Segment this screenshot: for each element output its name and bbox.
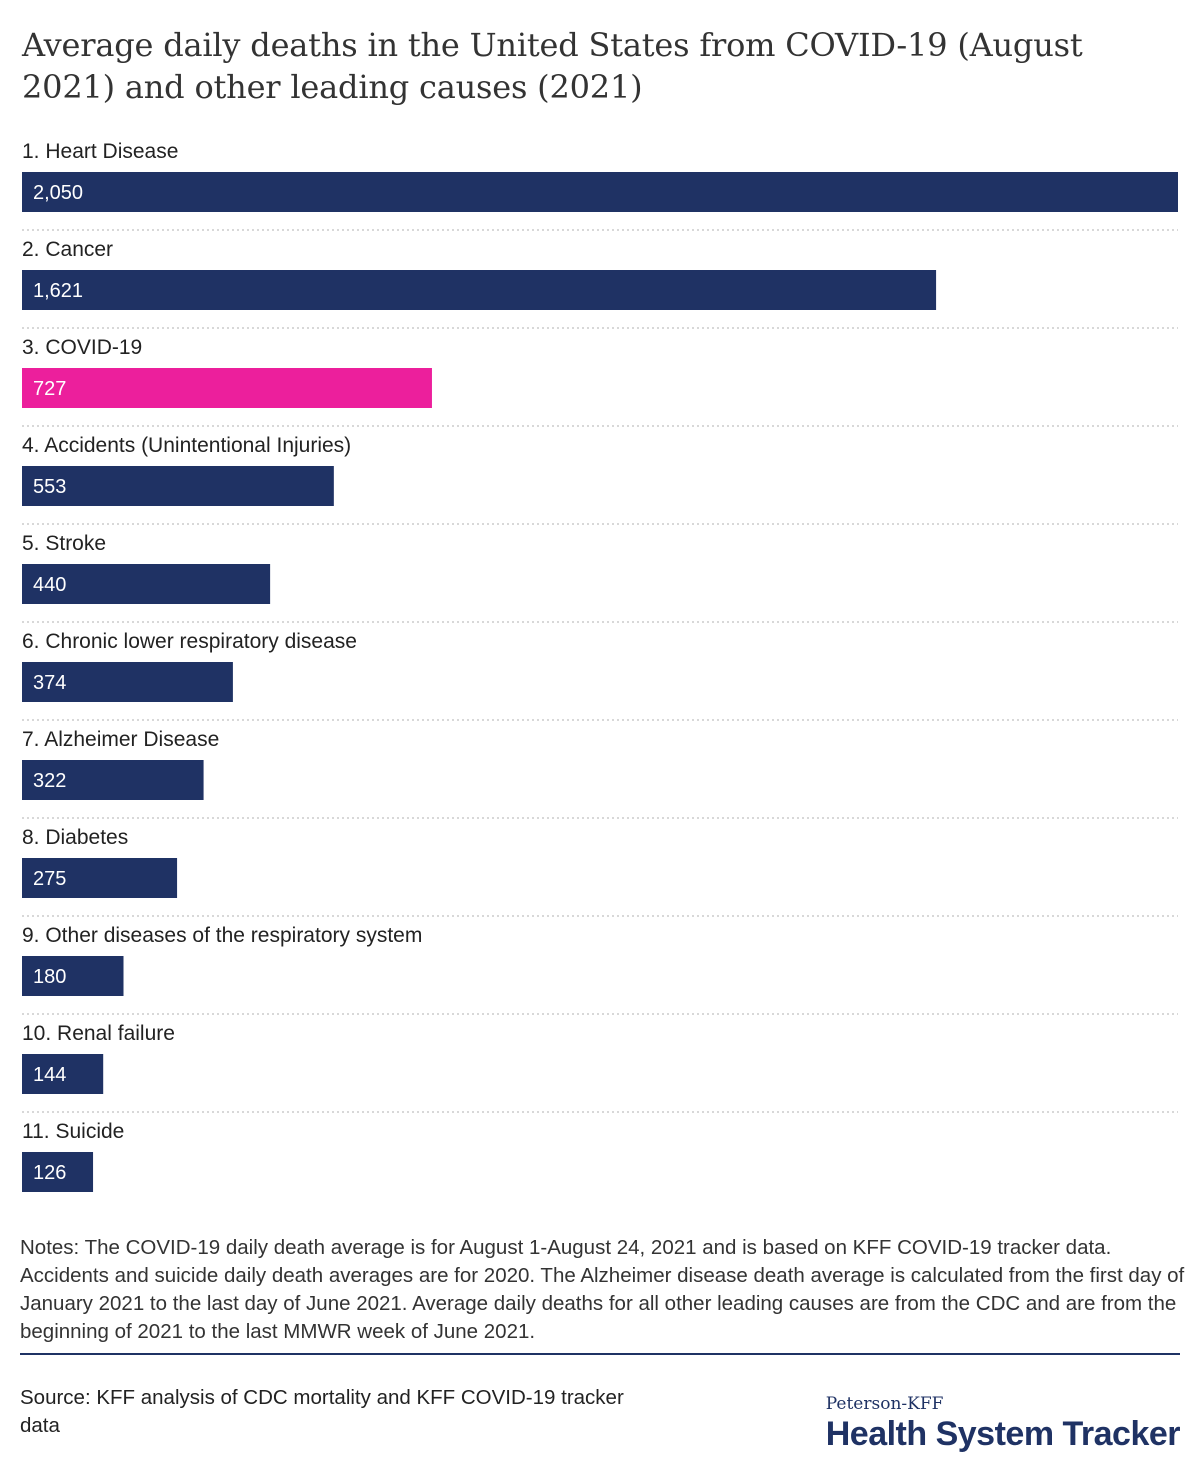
bar-chart: 1. Heart Disease 2,050 2. Cancer 1,621 3. CO… (22, 140, 1178, 1192)
bar-value-label: 275 (33, 868, 66, 890)
bar (22, 956, 124, 996)
category-label: 2. Cancer (22, 238, 113, 261)
logo-subtitle: Peterson-KFF (825, 1394, 944, 1414)
bar (22, 564, 271, 604)
bar-value-label: 727 (33, 378, 66, 400)
bar-value-label: 322 (33, 770, 66, 792)
bar (22, 172, 1178, 212)
bar-value-label: 374 (33, 672, 66, 694)
bar (22, 368, 432, 408)
category-label: 6. Chronic lower respiratory disease (22, 630, 357, 653)
bar (22, 858, 178, 898)
bar (22, 662, 233, 702)
bar-value-label: 144 (33, 1064, 66, 1086)
bar-value-label: 180 (33, 966, 66, 988)
bar (22, 1152, 94, 1192)
category-label: 4. Accidents (Unintentional Injuries) (22, 434, 351, 457)
bar-value-label: 1,621 (33, 280, 83, 302)
bar (22, 760, 204, 800)
bar (22, 1054, 104, 1094)
bar-value-label: 2,050 (33, 182, 83, 204)
bar (22, 466, 334, 506)
chart-notes: Notes: The COVID-19 daily death average … (20, 1236, 1185, 1343)
category-label: 3. COVID-19 (22, 336, 142, 359)
category-label: 1. Heart Disease (22, 140, 178, 163)
bar (22, 270, 937, 310)
chart-source: Source: KFF analysis of CDC mortality an… (20, 1386, 624, 1437)
chart-title: Average daily deaths in the United State… (22, 26, 1083, 106)
bar-value-label: 126 (33, 1162, 66, 1184)
footer-divider (20, 1353, 1180, 1355)
category-label: 10. Renal failure (22, 1022, 175, 1045)
category-label: 11. Suicide (22, 1120, 124, 1143)
logo-title: Health System Tracker (825, 1415, 1181, 1453)
category-label: 9. Other diseases of the respiratory sys… (22, 924, 422, 947)
bar-value-label: 440 (33, 574, 66, 596)
category-label: 8. Diabetes (22, 826, 128, 849)
bar-value-label: 553 (33, 476, 66, 498)
publisher-logo: Peterson-KFF Health System Tracker (825, 1394, 1181, 1454)
category-label: 7. Alzheimer Disease (22, 728, 219, 751)
category-label: 5. Stroke (22, 532, 106, 555)
